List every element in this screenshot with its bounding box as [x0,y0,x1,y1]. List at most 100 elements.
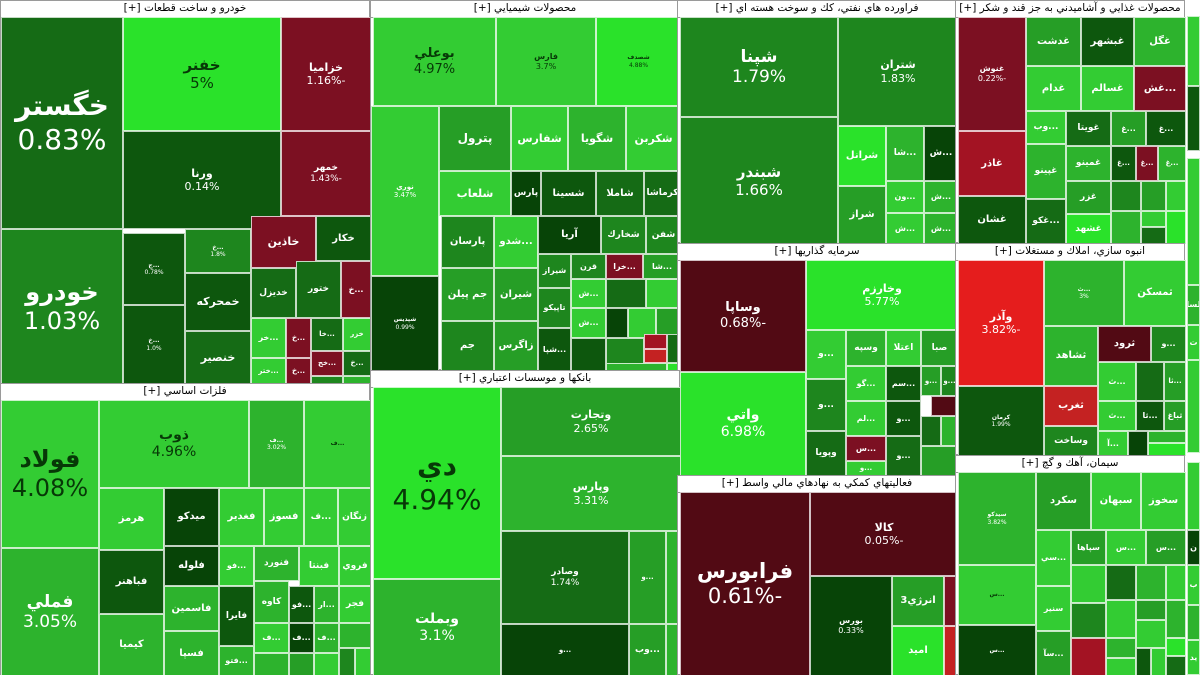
stock-tile[interactable]: غمينو [1066,146,1111,181]
stock-tile[interactable]: غدشت [1026,17,1081,66]
stock-tile[interactable]: ...خ [286,358,311,384]
stock-tile[interactable] [1141,211,1166,227]
stock-tile[interactable]: سنير [1036,586,1071,631]
sector-header-oil[interactable]: فراورده هاي نفتي، كك و سوخت هسته اي [+] [678,1,956,18]
sector-header-banks[interactable]: بانكها و موسسات اعتباري [+] [371,371,679,388]
stock-tile[interactable]: خمحركه [185,273,251,331]
stock-tile[interactable]: ن [1187,530,1200,565]
stock-tile[interactable] [1187,462,1200,530]
stock-tile[interactable]: خنصير [185,331,251,384]
stock-tile[interactable]: ...ش [924,126,958,181]
stock-tile[interactable]: ...ختر [251,358,286,384]
stock-tile[interactable]: وساخت [1044,426,1098,456]
stock-tile[interactable]: ...ش [924,181,958,213]
stock-tile[interactable]: شصدف 4.88% [596,17,681,106]
stock-tile[interactable]: ...ث [1098,362,1136,401]
stock-tile[interactable]: سخوز [1141,472,1186,530]
stock-tile[interactable]: ...غ [1111,111,1146,146]
stock-tile[interactable]: غزر [1066,181,1111,214]
stock-tile[interactable]: ...ش [924,213,958,244]
stock-tile[interactable] [1166,638,1186,656]
stock-tile[interactable]: ...خج [311,351,343,376]
stock-tile[interactable]: ثباغ [1164,401,1186,431]
stock-tile[interactable]: لسا [1187,285,1200,325]
stock-tile[interactable]: ...خ [286,318,311,358]
stock-tile[interactable]: ...خ [341,261,371,318]
stock-tile[interactable]: شرانل [838,126,886,186]
stock-tile[interactable]: ...ثا [1164,362,1186,401]
stock-tile[interactable]: خودرو 1.03% [1,229,123,384]
stock-tile[interactable] [1166,600,1186,638]
stock-tile[interactable]: وپويا [806,431,846,476]
stock-tile[interactable]: ...و [846,461,886,476]
stock-tile[interactable]: زنگان [338,488,371,546]
stock-tile[interactable]: غنوش -0.22% [958,17,1026,131]
stock-tile[interactable]: نوري 3.47% [371,106,439,276]
stock-tile[interactable]: شخارك [601,216,646,254]
stock-tile[interactable]: ...آ [1098,431,1128,456]
stock-tile[interactable] [1106,658,1136,675]
stock-tile[interactable]: ثشاهد [1044,326,1098,386]
stock-tile[interactable]: فاسمين [164,586,219,631]
stock-tile[interactable]: ...غ [1158,146,1186,181]
sector-header-metals[interactable]: فلزات اساسي [+] [1,384,369,401]
stock-tile[interactable]: كرماشا [644,171,681,216]
stock-tile[interactable]: فباهنر [99,550,164,614]
stock-tile[interactable]: ...ش [571,308,606,338]
stock-tile[interactable]: فلوله [164,546,219,586]
stock-tile[interactable]: غاذر [958,131,1026,196]
stock-tile[interactable]: فبنتا [299,546,339,586]
stock-tile[interactable] [1071,565,1106,603]
stock-tile[interactable]: ...سم [886,366,921,401]
stock-tile[interactable]: خديزل [251,268,296,318]
stock-tile[interactable] [289,653,314,675]
stock-tile[interactable]: فروي [339,546,371,586]
stock-tile[interactable] [1141,181,1166,211]
sector-header-food[interactable]: محصولات غذايي و آشاميدني به جز قند و شكر… [956,1,1184,18]
stock-tile[interactable] [1136,362,1164,401]
stock-tile[interactable]: ...س [958,565,1036,625]
sector-header-chemicals[interactable]: محصولات شيميايي [+] [371,1,679,18]
stock-tile[interactable] [254,653,289,675]
stock-tile[interactable]: ...فتو [219,646,254,675]
stock-tile[interactable]: ت [1187,325,1200,360]
stock-tile[interactable]: واتي 6.98% [680,372,806,476]
stock-tile[interactable]: اعتلا [886,330,921,366]
sector-header-finaux[interactable]: فعاليتهاي كمكي به نهادهاي مالي واسط [+] [678,476,956,493]
stock-tile[interactable]: ...س [846,436,886,461]
stock-tile[interactable]: ...ثا [1136,401,1164,431]
stock-tile[interactable]: ...خا [311,318,343,351]
stock-tile[interactable]: خكار [316,216,371,261]
stock-tile[interactable]: ...و [806,330,846,379]
stock-tile[interactable]: ...ف [289,623,314,653]
stock-tile[interactable]: كالا -0.05% [810,492,958,576]
stock-tile[interactable] [1187,605,1200,640]
stock-tile[interactable] [1166,656,1186,675]
stock-tile[interactable]: ...شا [643,254,681,279]
stock-tile[interactable]: ...غكو [1026,199,1066,244]
stock-tile[interactable]: وبملت 3.1% [373,579,501,675]
stock-tile[interactable]: ثرود [1098,326,1151,362]
stock-tile[interactable] [628,308,656,338]
stock-tile[interactable]: غشهد [1066,214,1111,244]
stock-tile[interactable]: شاملا [596,171,644,216]
stock-tile[interactable]: اميد [892,626,944,675]
stock-tile[interactable]: سپاها [1071,530,1106,565]
stock-tile[interactable]: شلعاب [439,171,511,216]
stock-tile[interactable] [1187,360,1200,453]
stock-tile[interactable] [1187,16,1200,86]
stock-tile[interactable]: شپديس 0.99% [371,276,439,371]
stock-tile[interactable]: ...فو [219,546,254,586]
stock-tile[interactable]: ...ث [1098,401,1136,431]
sector-header-investments[interactable]: سرمايه گذاريها [+] [678,244,956,261]
stock-tile[interactable]: ...ش [571,279,606,308]
stock-tile[interactable]: ثغرب [1044,386,1098,426]
stock-tile[interactable]: كرمان 1.99% [958,386,1044,456]
stock-tile[interactable]: ...و [806,379,846,431]
stock-tile[interactable]: ...و [1151,326,1186,362]
stock-tile[interactable]: ذوب 4.96% [99,400,249,488]
stock-tile[interactable]: ...و [501,624,629,675]
stock-tile[interactable]: زاگرس [494,321,538,371]
stock-tile[interactable]: ...ون [886,181,924,213]
stock-tile[interactable]: دي 4.94% [373,387,501,579]
